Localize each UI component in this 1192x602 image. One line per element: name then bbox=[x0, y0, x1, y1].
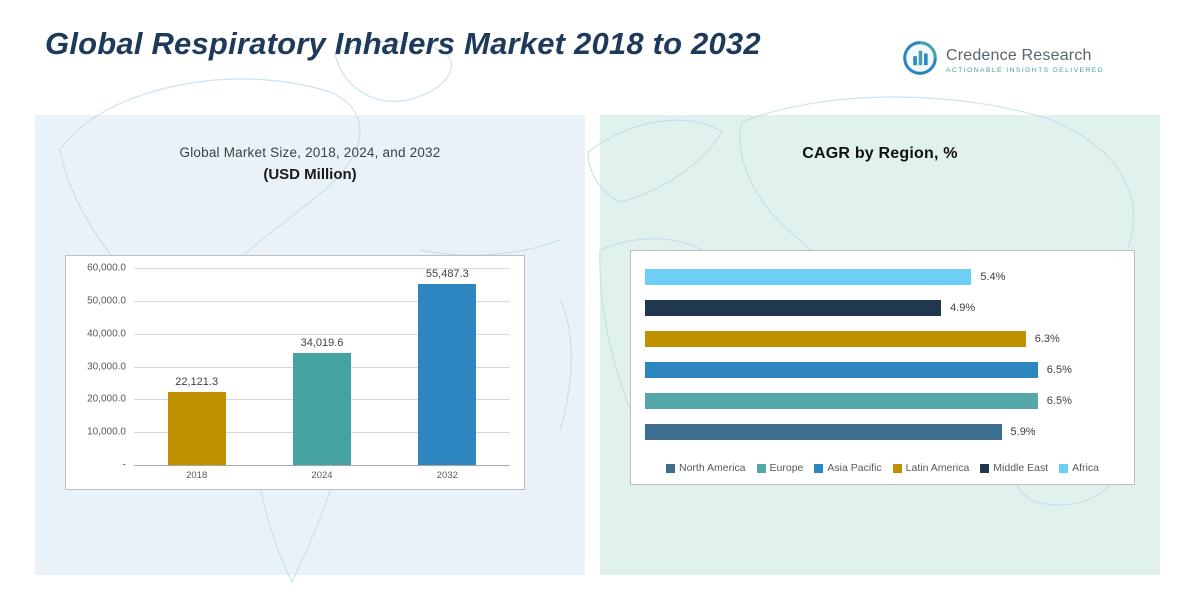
legend-label: Africa bbox=[1072, 462, 1099, 474]
chart-subtitle: (USD Million) bbox=[263, 166, 357, 183]
legend-swatch bbox=[666, 463, 675, 473]
bar-2032 bbox=[418, 284, 477, 465]
logo-tagline: Actionable Insights Delivered bbox=[945, 67, 1104, 74]
bar-value-label: 34,019.6 bbox=[300, 337, 344, 350]
legend-swatch bbox=[814, 463, 824, 473]
chart-legend: North America Europe Asia Pacific Latin Ame… bbox=[645, 462, 1120, 476]
bar-value-label: 6.3% bbox=[1034, 333, 1060, 345]
cagr-panel: CAGR by Region, % 5.4% 4.9% 6.3% 6.5% 6.5% 5.… bbox=[600, 115, 1160, 575]
plot-area: 60,000.0 50,000.0 40,000.0 30,000.0 20,000.0… bbox=[74, 263, 510, 471]
legend-label: Europe bbox=[769, 462, 804, 474]
y-tick-label: 20,000.0 bbox=[87, 393, 126, 405]
bar-latin-america bbox=[645, 331, 1026, 347]
y-tick-label: - bbox=[122, 459, 126, 471]
cagr-chart: 5.4% 4.9% 6.3% 6.5% 6.5% 5.9% North America Eu… bbox=[630, 250, 1135, 485]
legend-swatch bbox=[1059, 463, 1069, 473]
bar-value-label: 6.5% bbox=[1046, 395, 1072, 407]
legend-label: North America bbox=[679, 462, 746, 474]
legend-swatch bbox=[756, 463, 766, 473]
bar-middle-east bbox=[645, 300, 942, 316]
bar-value-label: 22,121.3 bbox=[175, 376, 219, 389]
chart-title: CAGR by Region, % bbox=[802, 145, 958, 162]
y-tick-label: 10,000.0 bbox=[87, 426, 126, 438]
x-tick-label: 2024 bbox=[311, 470, 333, 481]
gridline bbox=[134, 465, 510, 466]
bar-value-label: 55,487.3 bbox=[425, 268, 469, 280]
logo-icon bbox=[902, 40, 938, 81]
bar-africa bbox=[645, 269, 972, 285]
credence-research-logo: Credence Research Actionable Insights De… bbox=[902, 40, 1104, 81]
bar-value-label: 5.9% bbox=[1010, 426, 1036, 438]
bar-slot-2018: 22,121.3 bbox=[135, 268, 259, 465]
cagr-bar-row-asia-pacific: 6.5% bbox=[645, 362, 1072, 378]
cagr-bars: 5.4% 4.9% 6.3% 6.5% 6.5% 5.9% bbox=[645, 269, 1072, 440]
cagr-bar-row-europe: 6.5% bbox=[645, 393, 1072, 409]
y-axis: 60,000.0 50,000.0 40,000.0 30,000.0 20,000.0… bbox=[74, 263, 134, 471]
legend-swatch bbox=[980, 463, 990, 473]
legend-label: Middle East bbox=[993, 462, 1049, 474]
bar-slot-2024: 34,019.6 bbox=[260, 268, 384, 465]
legend-item-asia-pacific: Asia Pacific bbox=[814, 462, 882, 474]
legend-item-europe: Europe bbox=[756, 462, 804, 474]
x-tick-label: 2032 bbox=[436, 470, 458, 481]
cagr-chart-title: CAGR by Region, % bbox=[600, 145, 1160, 163]
bar-asia-pacific bbox=[645, 362, 1038, 378]
legend-swatch bbox=[892, 463, 902, 473]
bar-value-label: 5.4% bbox=[980, 271, 1006, 283]
y-tick-label: 50,000.0 bbox=[87, 295, 126, 307]
bar-slot-2032: 55,487.3 bbox=[385, 268, 509, 465]
legend-label: Latin America bbox=[905, 462, 970, 474]
bar-north-america bbox=[645, 424, 1002, 440]
market-size-panel: Global Market Size, 2018, 2024, and 2032… bbox=[35, 115, 585, 575]
page-title: Global Respiratory Inhalers Market 2018 … bbox=[45, 26, 761, 61]
y-tick-label: 60,000.0 bbox=[87, 262, 126, 274]
bar-2024 bbox=[292, 353, 351, 465]
logo-text: Credence Research Actionable Insights De… bbox=[946, 47, 1104, 74]
bar-2018 bbox=[167, 392, 226, 465]
cagr-bar-row-latin-america: 6.3% bbox=[645, 331, 1068, 347]
legend-item-north-america: North America bbox=[666, 462, 746, 474]
bar-value-label: 6.5% bbox=[1046, 364, 1072, 376]
y-tick-label: 40,000.0 bbox=[87, 328, 126, 340]
cagr-bar-row-middle-east: 4.9% bbox=[645, 300, 1068, 316]
x-axis: 2018 2024 2032 bbox=[74, 465, 510, 485]
logo-name: Credence Research bbox=[945, 47, 1092, 64]
chart-title: Global Market Size, 2018, 2024, and 2032 bbox=[179, 145, 441, 160]
bar-value-label: 4.9% bbox=[950, 302, 976, 314]
market-size-chart: 60,000.0 50,000.0 40,000.0 30,000.0 20,000.0… bbox=[65, 255, 525, 490]
x-tick-label: 2018 bbox=[186, 470, 208, 481]
bars-container: 22,121.3 34,019.6 55,487.3 bbox=[134, 268, 510, 465]
bar-europe bbox=[645, 393, 1038, 409]
plot-grid: 22,121.3 34,019.6 55,487.3 bbox=[134, 268, 510, 466]
legend-item-latin-america: Latin America bbox=[892, 462, 970, 474]
y-tick-label: 30,000.0 bbox=[87, 361, 126, 372]
cagr-bar-row-north-america: 5.9% bbox=[645, 424, 1068, 440]
legend-item-middle-east: Middle East bbox=[980, 462, 1048, 474]
cagr-bar-row-africa: 5.4% bbox=[645, 269, 1068, 285]
legend-item-africa: Africa bbox=[1059, 462, 1099, 474]
legend-label: Asia Pacific bbox=[827, 462, 882, 474]
market-size-chart-title: Global Market Size, 2018, 2024, and 2032… bbox=[35, 145, 585, 183]
